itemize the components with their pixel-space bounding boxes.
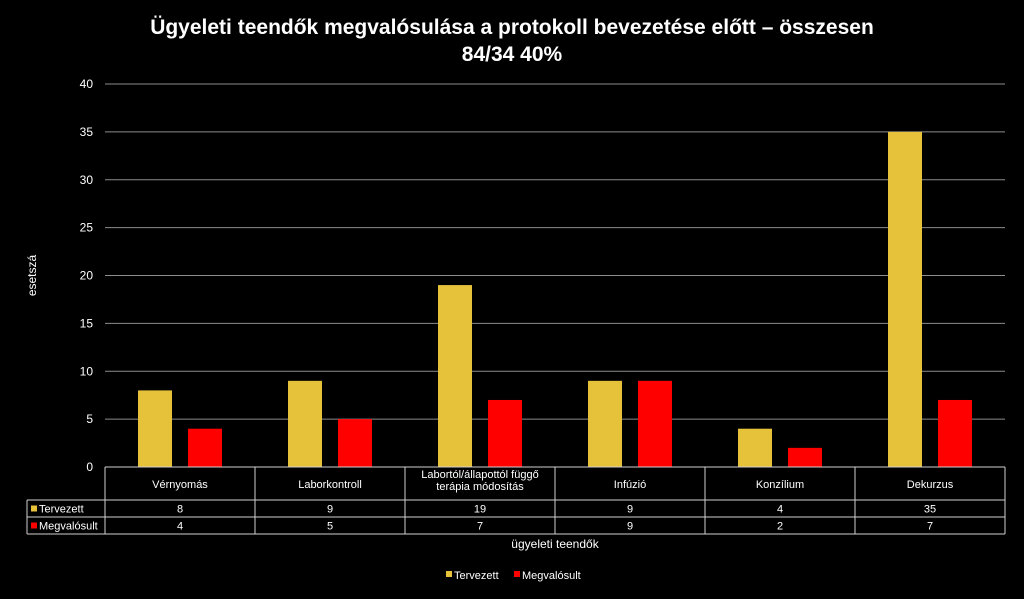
category-label-3: Infúzió: [614, 479, 646, 491]
bar-tervezett-2: [438, 285, 472, 467]
data-label-megvalósult-4: 2: [777, 521, 783, 533]
chart-title-line1: Ügyeleti teendők megvalósulása a protoko…: [150, 16, 874, 39]
bar-megvalósult-5: [938, 399, 972, 467]
bar-megvalósult-4: [788, 447, 822, 467]
y-tick-label-8: 40: [80, 77, 94, 91]
data-label-tervezett-1: 9: [327, 504, 333, 516]
category-label-1: Laborkontroll: [298, 479, 362, 491]
bar-tervezett-0: [138, 390, 172, 467]
data-label-megvalósult-1: 5: [327, 521, 333, 533]
legend-key-1: [514, 571, 520, 577]
data-label-megvalósult-0: 4: [177, 521, 183, 533]
data-label-tervezett-2: 19: [474, 504, 486, 516]
data-label-tervezett-3: 9: [627, 504, 633, 516]
data-label-tervezett-5: 35: [924, 504, 936, 516]
bar-tervezett-1: [288, 380, 322, 467]
data-label-megvalósult-5: 7: [927, 521, 933, 533]
bar-tervezett-3: [588, 380, 622, 467]
legend-key-0: [446, 571, 452, 577]
y-tick-label-0: 0: [86, 460, 93, 474]
legend-label-0: Tervezett: [454, 570, 499, 582]
bar-megvalósult-1: [338, 419, 372, 467]
x-axis-label: ügyeleti teendők: [511, 537, 599, 551]
y-tick-label-4: 20: [80, 269, 94, 283]
bar-tervezett-4: [738, 428, 772, 467]
chart-title: Ügyeleti teendők megvalósulása a protoko…: [0, 14, 1024, 68]
category-label-2-line0: Labortól/állapottól függő: [421, 469, 538, 481]
bar-megvalósult-3: [638, 380, 672, 467]
y-tick-label-3: 15: [80, 316, 94, 330]
category-label-5: Dekurzus: [907, 479, 954, 491]
table-legend-key-0: [31, 505, 37, 512]
category-label-4: Konzílium: [756, 479, 804, 491]
table-legend-key-1: [31, 522, 37, 529]
table-series-name-0: Tervezett: [39, 504, 84, 516]
category-label-0: Vérnyomás: [152, 479, 208, 491]
y-tick-label-7: 35: [80, 125, 94, 139]
category-label-2-line1: terápia módosítás: [436, 481, 524, 493]
table-series-name-1: Megvalósult: [39, 521, 98, 533]
y-tick-label-1: 5: [86, 412, 93, 426]
chart-subtitle: 84/34 40%: [461, 43, 563, 66]
legend-label-1: Megvalósult: [522, 570, 581, 582]
data-label-megvalósult-3: 9: [627, 521, 633, 533]
y-tick-label-5: 25: [80, 221, 94, 235]
y-tick-label-6: 30: [80, 173, 94, 187]
data-label-megvalósult-2: 7: [477, 521, 483, 533]
bar-megvalósult-0: [188, 428, 222, 467]
data-label-tervezett-0: 8: [177, 504, 183, 516]
y-tick-label-2: 10: [80, 364, 94, 378]
bar-tervezett-5: [888, 131, 922, 467]
bar-megvalósult-2: [488, 399, 522, 467]
y-axis-label: esetszá: [25, 254, 39, 296]
data-label-tervezett-4: 4: [777, 504, 783, 516]
